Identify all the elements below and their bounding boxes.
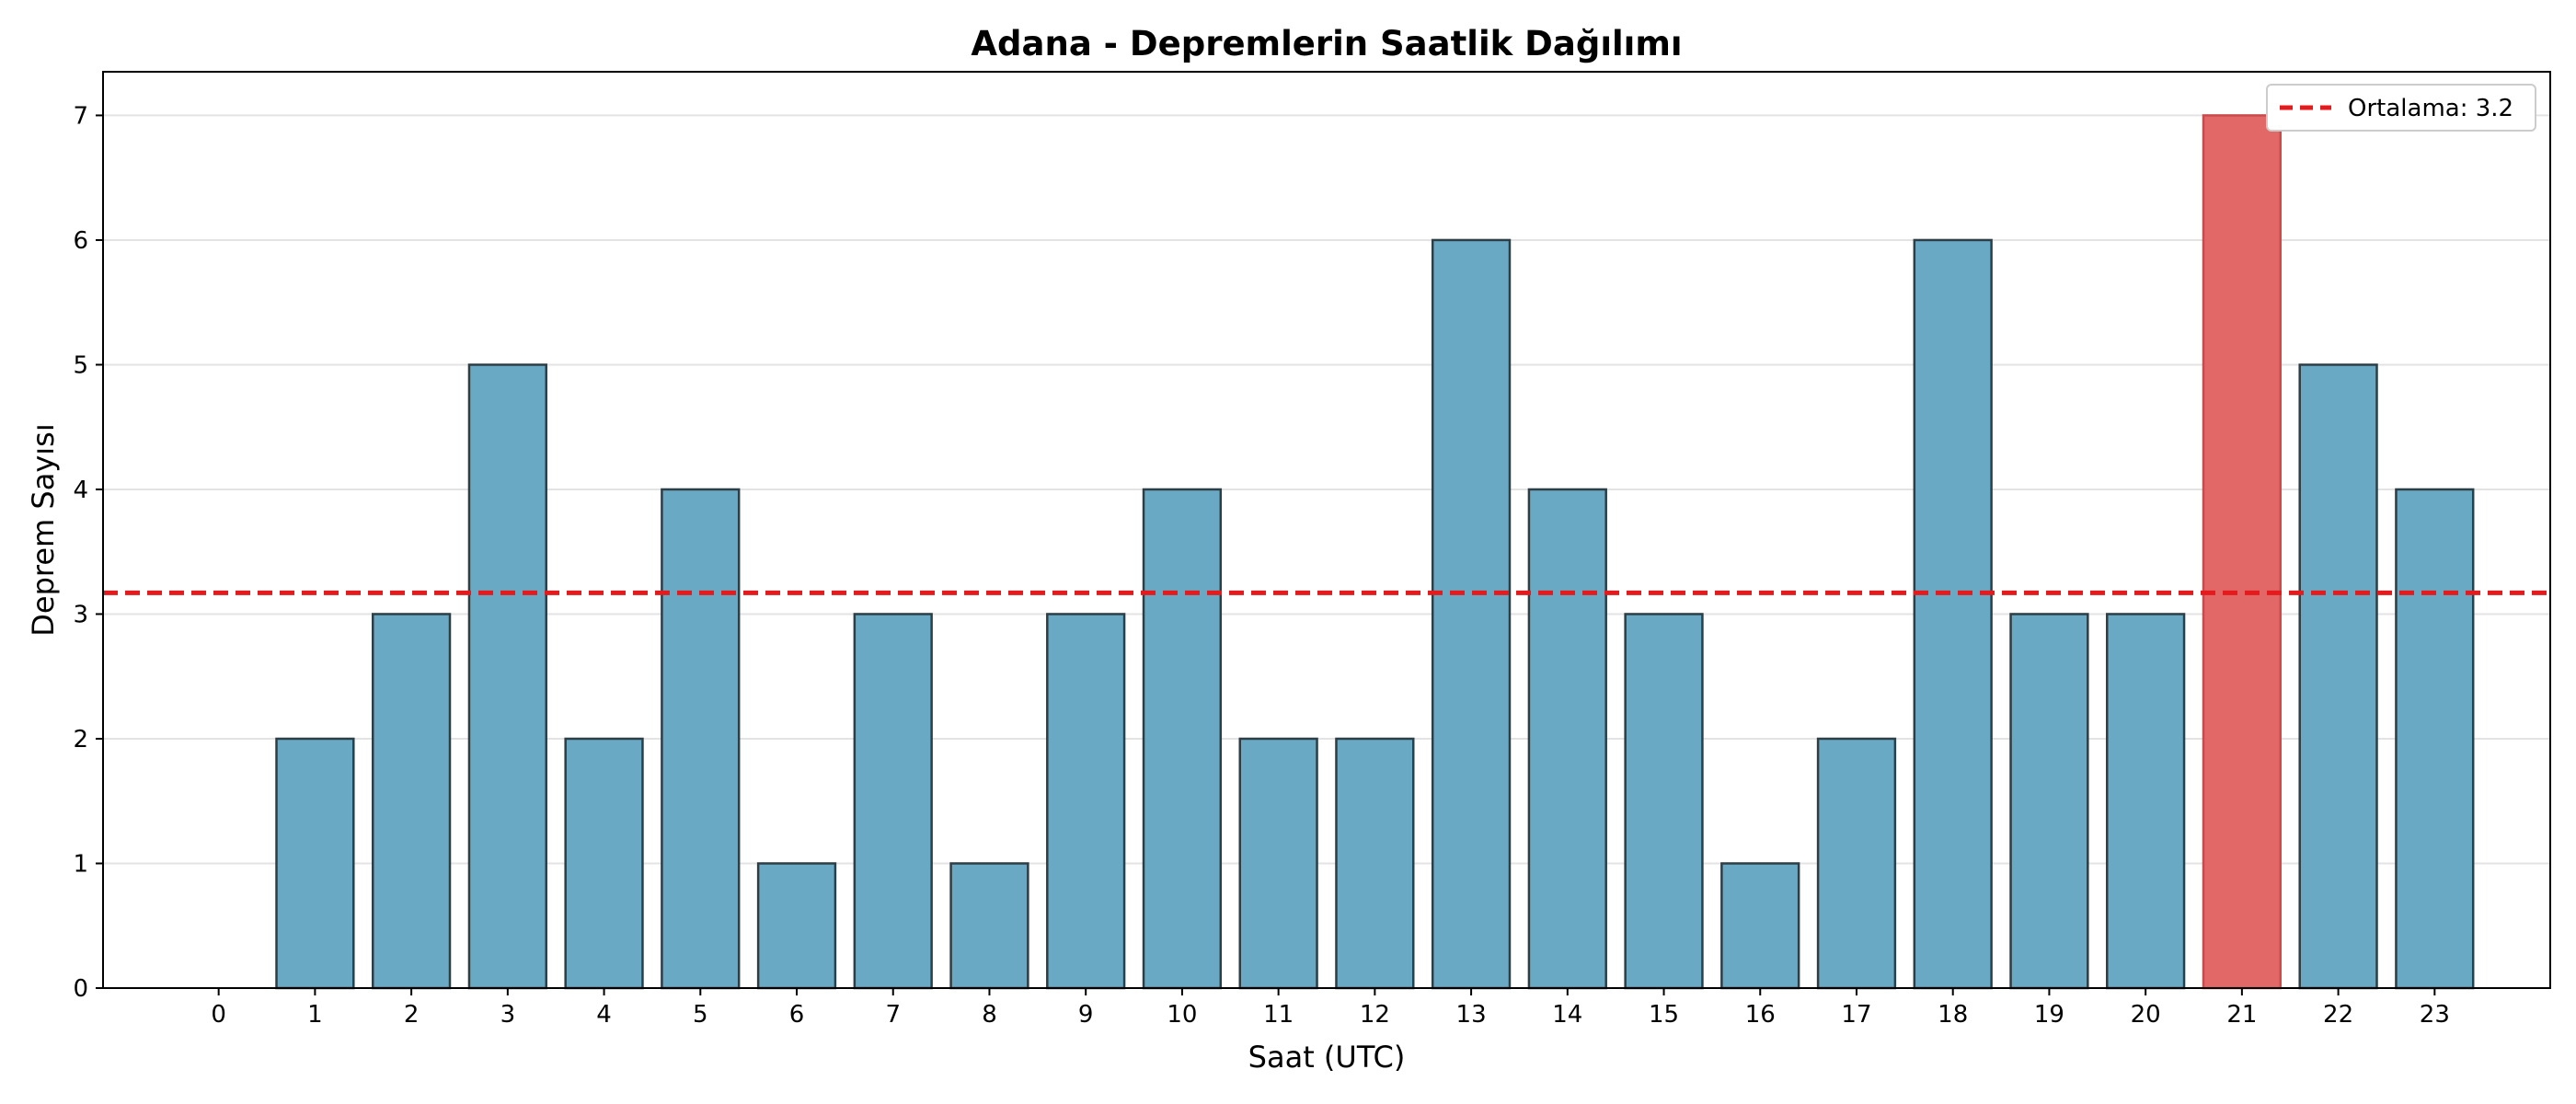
y-axis-ticks: 0 1 2 3 4 5 6 7 xyxy=(73,102,103,1003)
bar-hour-14 xyxy=(1527,488,1607,990)
x-tick-label: 7 xyxy=(885,1001,901,1029)
bar-hour-10 xyxy=(1142,488,1223,990)
y-tick-label: 2 xyxy=(73,726,88,753)
bar-hour-23 xyxy=(2395,488,2475,990)
x-tick-label: 14 xyxy=(1552,1001,1582,1029)
bar-hour-20 xyxy=(2106,613,2186,990)
bar-hour-6 xyxy=(756,862,837,990)
x-tick-label: 3 xyxy=(500,1001,516,1029)
bar-hour-7 xyxy=(853,613,933,990)
y-tick-label: 7 xyxy=(73,102,88,130)
bars xyxy=(275,114,2475,990)
bar-hour-22 xyxy=(2298,363,2378,990)
legend-mean-label: Ortalama: 3.2 xyxy=(2348,95,2513,122)
y-axis-label: Deprem Sayısı xyxy=(26,423,61,636)
y-tick-label: 5 xyxy=(73,351,88,379)
x-tick-label: 22 xyxy=(2323,1001,2353,1029)
x-tick-label: 10 xyxy=(1167,1001,1197,1029)
chart-title: Adana - Depremlerin Saatlik Dağılımı xyxy=(971,24,1682,63)
x-axis-ticks: 0 1 2 3 4 5 6 7 8 9 10 11 12 13 14 15 16 17 18 19 20 21 22 23 xyxy=(211,988,2450,1029)
x-tick-label: 18 xyxy=(1938,1001,1968,1029)
bar-hour-19 xyxy=(2009,613,2089,990)
x-tick-label: 4 xyxy=(596,1001,612,1029)
bar-hour-9 xyxy=(1046,613,1126,990)
y-tick-label: 4 xyxy=(73,477,88,504)
bar-hour-3 xyxy=(467,363,547,990)
x-tick-label: 0 xyxy=(211,1001,226,1029)
bar-hour-5 xyxy=(661,488,741,990)
legend-box xyxy=(2266,84,2536,132)
bar-hour-12 xyxy=(1335,737,1415,990)
x-tick-label: 23 xyxy=(2420,1001,2450,1029)
x-tick-label: 21 xyxy=(2226,1001,2257,1029)
y-tick-label: 1 xyxy=(73,850,88,878)
x-tick-label: 12 xyxy=(1360,1001,1390,1029)
bar-hour-2 xyxy=(371,613,452,990)
x-tick-label: 9 xyxy=(1078,1001,1094,1029)
x-tick-label: 8 xyxy=(982,1001,997,1029)
y-tick-label: 0 xyxy=(73,975,88,1003)
x-tick-label: 5 xyxy=(693,1001,708,1029)
x-tick-label: 16 xyxy=(1745,1001,1776,1029)
x-tick-label: 1 xyxy=(307,1001,323,1029)
bar-hour-17 xyxy=(1816,737,1897,990)
x-tick-label: 6 xyxy=(789,1001,805,1029)
x-axis-label: Saat (UTC) xyxy=(1248,1040,1406,1075)
y-tick-label: 6 xyxy=(73,227,88,255)
x-tick-label: 15 xyxy=(1649,1001,1679,1029)
bar-hour-18 xyxy=(1913,238,1993,990)
bar-hour-11 xyxy=(1238,737,1318,990)
legend: Ortalama: 3.2 xyxy=(2266,84,2536,132)
plot-frame xyxy=(102,71,2551,989)
bar-hour-15 xyxy=(1624,613,1704,990)
x-tick-label: 2 xyxy=(404,1001,420,1029)
x-tick-label: 20 xyxy=(2131,1001,2161,1029)
x-tick-label: 11 xyxy=(1263,1001,1294,1029)
bar-hour-16 xyxy=(1720,862,1800,990)
bar-hour-4 xyxy=(564,737,644,990)
y-tick-label: 3 xyxy=(73,601,88,628)
bar-hour-1 xyxy=(275,737,355,990)
bar-hour-8 xyxy=(949,862,1029,990)
x-tick-label: 13 xyxy=(1456,1001,1487,1029)
bar-hour-13 xyxy=(1431,238,1512,990)
x-tick-label: 19 xyxy=(2034,1001,2064,1029)
x-tick-label: 17 xyxy=(1841,1001,1871,1029)
bar-hour-21 xyxy=(2202,114,2283,990)
